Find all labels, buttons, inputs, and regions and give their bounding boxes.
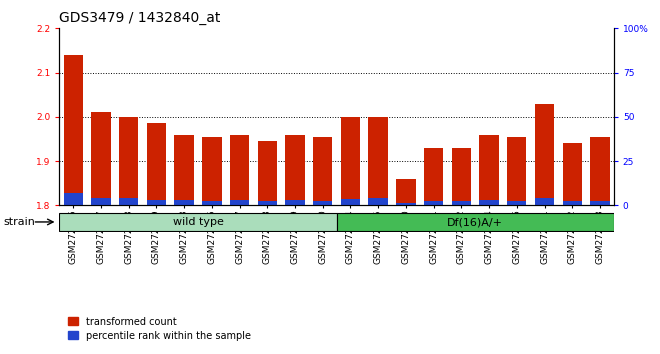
Text: GDS3479 / 1432840_at: GDS3479 / 1432840_at — [59, 11, 221, 25]
Bar — [562, 143, 582, 205]
Bar — [230, 200, 249, 205]
Bar — [313, 137, 333, 205]
Bar — [451, 148, 471, 205]
Bar — [313, 200, 333, 205]
Text: wild type: wild type — [172, 217, 224, 227]
FancyBboxPatch shape — [59, 213, 337, 232]
Text: Df(16)A/+: Df(16)A/+ — [447, 217, 503, 227]
Bar — [119, 198, 139, 205]
Bar — [424, 201, 444, 205]
Bar — [91, 198, 111, 205]
Bar — [202, 200, 222, 205]
Bar — [479, 135, 499, 205]
Bar — [174, 200, 194, 205]
Bar — [285, 135, 305, 205]
Bar — [535, 104, 554, 205]
Bar — [202, 137, 222, 205]
Bar — [368, 117, 388, 205]
Bar — [63, 55, 83, 205]
Bar — [341, 117, 360, 205]
Bar — [257, 201, 277, 205]
Bar — [424, 148, 444, 205]
Bar — [119, 117, 139, 205]
Bar — [562, 201, 582, 205]
Bar — [230, 135, 249, 205]
Legend: transformed count, percentile rank within the sample: transformed count, percentile rank withi… — [64, 313, 255, 344]
Bar — [285, 200, 305, 205]
Bar — [368, 198, 388, 205]
Bar — [590, 200, 610, 205]
Bar — [535, 198, 554, 205]
Bar — [590, 137, 610, 205]
Bar — [507, 200, 527, 205]
Bar — [451, 201, 471, 205]
Bar — [396, 204, 416, 205]
Bar — [63, 193, 83, 205]
Bar — [479, 200, 499, 205]
Bar — [396, 179, 416, 205]
FancyBboxPatch shape — [337, 213, 614, 232]
Bar — [147, 124, 166, 205]
Bar — [507, 137, 527, 205]
Text: strain: strain — [3, 217, 35, 227]
Bar — [341, 199, 360, 205]
Bar — [91, 113, 111, 205]
Bar — [257, 141, 277, 205]
Bar — [174, 135, 194, 205]
Bar — [147, 200, 166, 205]
